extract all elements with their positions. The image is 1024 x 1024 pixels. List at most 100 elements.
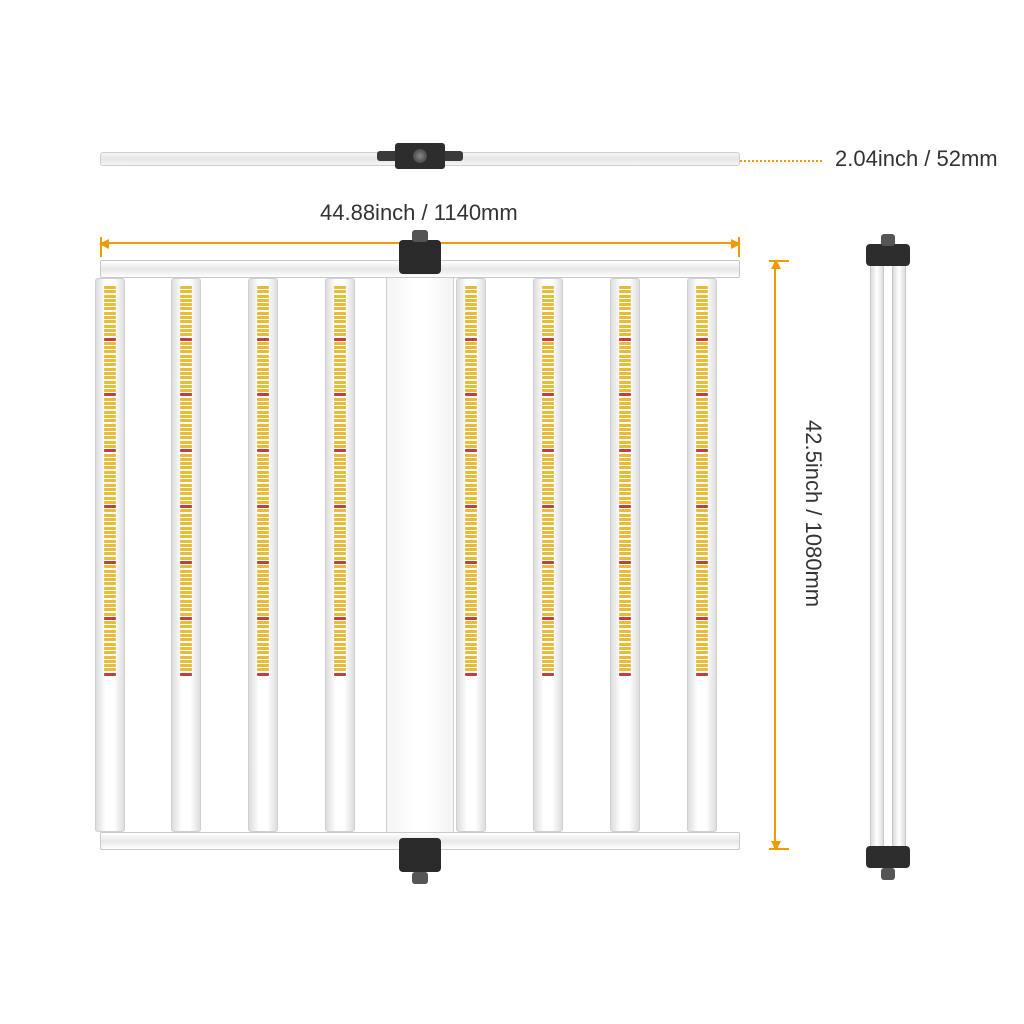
led-diode-yellow [334,608,346,611]
dim-tick [769,260,789,262]
led-diode-yellow [619,436,631,439]
led-diode-yellow [542,587,554,590]
led-diode-yellow [696,608,708,611]
led-diode-red [104,338,116,341]
led-diode-yellow [465,376,477,379]
led-diode-yellow [104,514,116,517]
side-cap-top [866,244,910,266]
led-diode-yellow [542,454,554,457]
led-diode-yellow [542,651,554,654]
led-diode-yellow [465,432,477,435]
led-diode-yellow [542,385,554,388]
led-diode-yellow [180,432,192,435]
led-diode-yellow [465,514,477,517]
led-diode-yellow [180,286,192,289]
led-diode-yellow [180,368,192,371]
led-diode-yellow [334,660,346,663]
led-diode-yellow [465,488,477,491]
led-diode-yellow [696,458,708,461]
led-diode-yellow [696,518,708,521]
led-diode-yellow [619,389,631,392]
led-diode-yellow [334,406,346,409]
led-diode-yellow [619,548,631,551]
led-diode-yellow [334,320,346,323]
led-diode-yellow [257,595,269,598]
led-diode-yellow [542,479,554,482]
led-diode-yellow [619,638,631,641]
led-diode-yellow [334,299,346,302]
led-bar [325,278,355,832]
led-diode-yellow [619,565,631,568]
led-diode-yellow [180,625,192,628]
led-diode-yellow [465,587,477,590]
led-diode-yellow [696,368,708,371]
led-diode-yellow [465,651,477,654]
led-diode-yellow [257,531,269,534]
led-diode-yellow [257,320,269,323]
led-diode-yellow [619,316,631,319]
led-diode-yellow [696,402,708,405]
led-diode-yellow [696,466,708,469]
led-diode-yellow [542,368,554,371]
led-diode-yellow [257,428,269,431]
led-diode-yellow [619,492,631,495]
led-diode-yellow [696,432,708,435]
led-diode-yellow [696,424,708,427]
led-diode-yellow [696,441,708,444]
led-diode-yellow [619,484,631,487]
led-diode-yellow [257,441,269,444]
led-diode-yellow [104,634,116,637]
led-diode-red [257,617,269,620]
led-diode-yellow [696,651,708,654]
led-diode-yellow [180,475,192,478]
led-diode-yellow [465,424,477,427]
led-diode-yellow [104,441,116,444]
led-diode-yellow [542,346,554,349]
led-diode-yellow [334,582,346,585]
led-diode-yellow [104,497,116,500]
led-diode-yellow [257,295,269,298]
led-diode-yellow [696,372,708,375]
led-diode-red [542,505,554,508]
led-diode-yellow [696,557,708,560]
led-diode-yellow [542,402,554,405]
led-diode-yellow [180,333,192,336]
led-diode-yellow [542,462,554,465]
led-diode-red [619,561,631,564]
led-diode-yellow [465,501,477,504]
led-diode-yellow [180,595,192,598]
led-diode-yellow [104,600,116,603]
led-diode-yellow [465,535,477,538]
led-bar [610,278,640,832]
led-diode-yellow [334,595,346,598]
led-diode-yellow [257,535,269,538]
led-bar [456,278,486,832]
led-diode-yellow [334,488,346,491]
led-diode-red [696,449,708,452]
led-diode-yellow [542,286,554,289]
led-diode-yellow [104,484,116,487]
led-diode-yellow [619,359,631,362]
led-diode-yellow [180,342,192,345]
led-diode-yellow [465,509,477,512]
led-diode-yellow [542,488,554,491]
led-diode-yellow [334,424,346,427]
led-diode-yellow [257,540,269,543]
led-diode-yellow [180,376,192,379]
led-diode-red [696,338,708,341]
led-diode-red [542,338,554,341]
led-diode-yellow [257,316,269,319]
led-diode-yellow [257,548,269,551]
led-diode-red [542,393,554,396]
led-diode-yellow [180,488,192,491]
led-diode-yellow [465,441,477,444]
led-diode-yellow [180,604,192,607]
led-diode-yellow [180,552,192,555]
led-diode-yellow [257,475,269,478]
width-dimension-label: 44.88inch / 1140mm [320,200,518,226]
led-diode-yellow [619,664,631,667]
led-diode-yellow [465,295,477,298]
led-diode-yellow [619,307,631,310]
led-diode-yellow [619,368,631,371]
led-diode-yellow [619,634,631,637]
